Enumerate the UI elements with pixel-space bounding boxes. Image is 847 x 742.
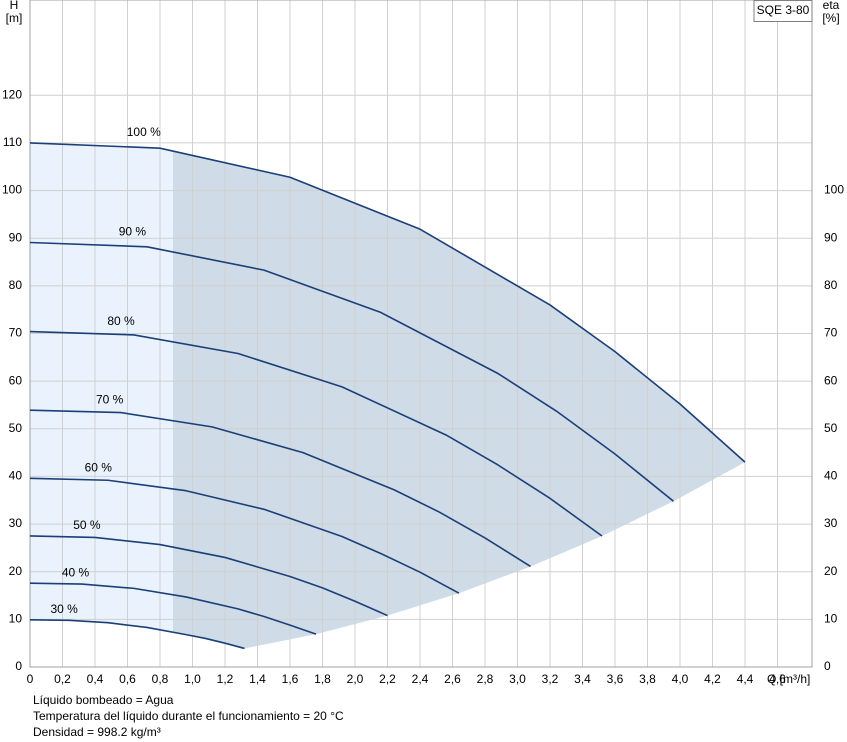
x-tick-label: 3,8 bbox=[639, 672, 656, 686]
y2-tick-label: 100 bbox=[824, 183, 844, 197]
x-tick-label: 2,4 bbox=[412, 672, 429, 686]
curve-label: 90 % bbox=[119, 225, 147, 239]
x-tick-label: 0 bbox=[27, 672, 34, 686]
pump-curve bbox=[29, 409, 531, 568]
curve-label: 40 % bbox=[62, 565, 90, 579]
curves: 100 % 90 % 80 % 70 % 60 % 50 % 40 % 30 % bbox=[29, 125, 746, 650]
plot-frame bbox=[29, 0, 813, 668]
y2-tick-label: 0 bbox=[824, 659, 831, 673]
y2-tick-label: 20 bbox=[824, 564, 838, 578]
y2-axis-unit: [%] bbox=[822, 11, 839, 25]
y2-tick-label: 50 bbox=[824, 421, 838, 435]
pump-curve bbox=[29, 330, 603, 537]
curve-label: 70 % bbox=[96, 392, 124, 406]
chart-title: SQE 3-80 bbox=[757, 3, 810, 17]
y-tick-label: 0 bbox=[15, 659, 22, 673]
x-tick-label: 0,2 bbox=[54, 672, 71, 686]
x-tick-label: 3,0 bbox=[509, 672, 526, 686]
y2-axis-label: eta bbox=[823, 0, 840, 12]
curve-label: 80 % bbox=[107, 314, 135, 328]
x-tick-label: 4,2 bbox=[704, 672, 721, 686]
x-tick-label: 3,2 bbox=[542, 672, 559, 686]
x-tick-label: 4,6 bbox=[769, 672, 786, 686]
curve-label: 50 % bbox=[73, 518, 101, 532]
note: Densidad = 998.2 kg/m³ bbox=[33, 725, 161, 739]
x-tick-label: 3,6 bbox=[607, 672, 624, 686]
note: Temperatura del líquido durante el funci… bbox=[33, 709, 344, 723]
y2-tick-label: 90 bbox=[824, 230, 838, 244]
y-tick-label: 110 bbox=[3, 135, 22, 149]
pump-curve bbox=[29, 142, 746, 463]
y-tick-label: 70 bbox=[9, 326, 23, 340]
x-tick-label: 2,0 bbox=[347, 672, 364, 686]
x-tick-label: 1,2 bbox=[217, 672, 234, 686]
y-tick-label: 90 bbox=[9, 230, 23, 244]
y-tick-label: 50 bbox=[9, 421, 23, 435]
pump-curve bbox=[29, 241, 675, 502]
x-tick-label: 2,2 bbox=[379, 672, 396, 686]
y2-tick-label: 10 bbox=[824, 612, 838, 626]
x-axis-label: Q [m³/h] bbox=[767, 672, 810, 686]
x-tick-label: 2,8 bbox=[477, 672, 494, 686]
y-axis-label: H bbox=[10, 0, 19, 12]
y-axis-unit: [m] bbox=[6, 11, 23, 25]
y-tick-label: 30 bbox=[9, 516, 23, 530]
y2-tick-label: 60 bbox=[824, 373, 838, 387]
x-tick-label: 1,8 bbox=[314, 672, 331, 686]
y-tick-label: 10 bbox=[9, 612, 23, 626]
y-tick-label: 20 bbox=[9, 564, 23, 578]
y2-tick-label: 40 bbox=[824, 469, 838, 483]
x-tick-label: 2,6 bbox=[444, 672, 461, 686]
y-tick-label: 120 bbox=[2, 87, 22, 101]
y2-tick-label: 80 bbox=[824, 278, 838, 292]
note: Líquido bombeado = Agua bbox=[33, 693, 174, 707]
x-tick-label: 1,4 bbox=[249, 672, 266, 686]
pump-curve bbox=[29, 619, 245, 650]
x-tick-label: 1,0 bbox=[184, 672, 201, 686]
x-tick-label: 0,8 bbox=[152, 672, 169, 686]
y-tick-label: 60 bbox=[9, 373, 23, 387]
y2-tick-label: 30 bbox=[824, 516, 838, 530]
pump-curve bbox=[29, 535, 388, 617]
x-tick-label: 4,0 bbox=[672, 672, 689, 686]
curve-label: 100 % bbox=[127, 125, 161, 139]
x-tick-label: 1,6 bbox=[282, 672, 299, 686]
y-tick-label: 40 bbox=[9, 469, 23, 483]
curve-label: 60 % bbox=[85, 461, 113, 475]
title-box bbox=[753, 0, 813, 22]
x-tick-label: 3,4 bbox=[574, 672, 591, 686]
x-tick-label: 0,4 bbox=[87, 672, 104, 686]
curve-label: 30 % bbox=[50, 602, 78, 616]
pump-curve bbox=[29, 582, 317, 635]
y2-tick-label: 70 bbox=[824, 326, 838, 340]
y-tick-label: 100 bbox=[2, 183, 22, 197]
x-tick-label: 4,4 bbox=[737, 672, 754, 686]
y-tick-label: 80 bbox=[9, 278, 23, 292]
x-tick-label: 0,6 bbox=[119, 672, 136, 686]
pump-curve bbox=[29, 477, 460, 594]
